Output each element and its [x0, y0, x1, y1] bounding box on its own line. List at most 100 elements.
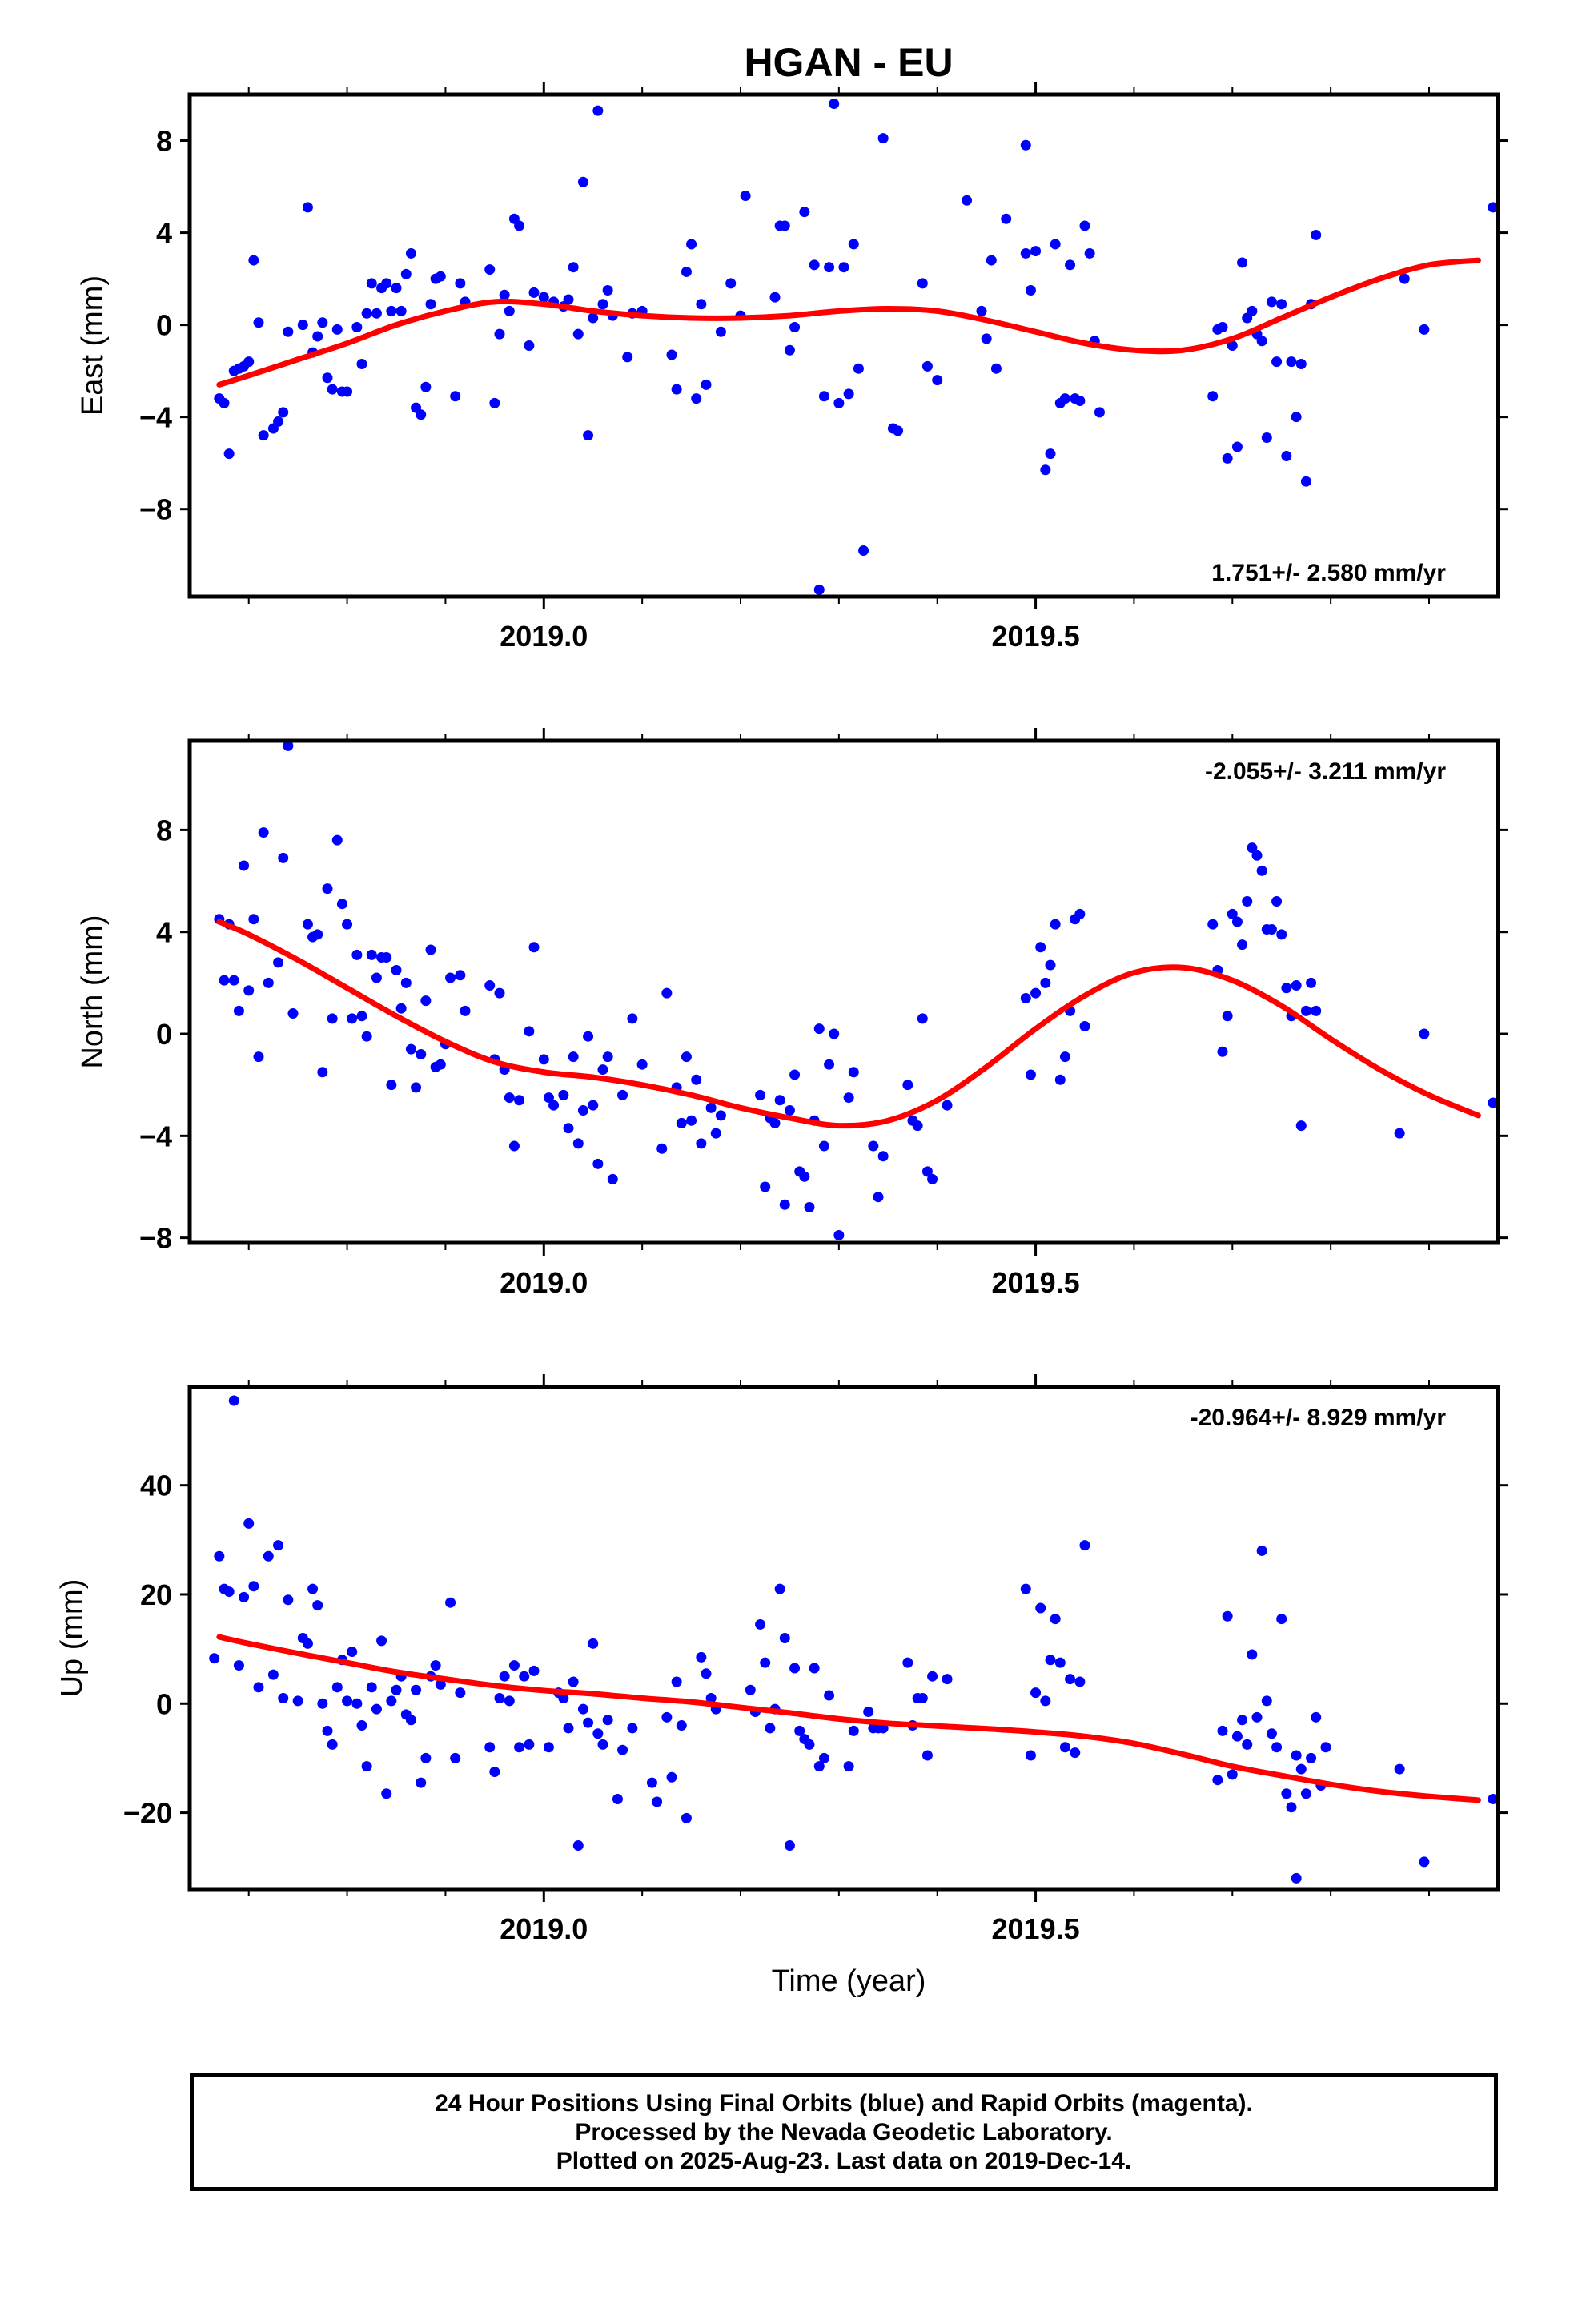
y-tick-label: 40	[140, 1470, 172, 1502]
data-point	[435, 1059, 446, 1070]
data-point	[597, 299, 608, 310]
data-point	[617, 1744, 628, 1755]
data-point	[568, 1676, 579, 1687]
data-point	[577, 176, 588, 187]
data-point	[1247, 842, 1258, 854]
data-point	[528, 287, 540, 298]
data-point	[597, 1739, 608, 1750]
data-point	[233, 1660, 244, 1671]
data-point	[877, 133, 889, 144]
data-point	[361, 1761, 372, 1772]
data-point	[1217, 1725, 1228, 1736]
data-point	[420, 381, 432, 392]
data-point	[366, 1682, 377, 1693]
data-point	[1227, 908, 1238, 919]
data-point	[351, 949, 363, 960]
data-point	[342, 386, 353, 397]
data-point	[219, 975, 230, 986]
data-point	[1276, 1614, 1287, 1625]
data-point	[1030, 1687, 1042, 1699]
data-point	[1488, 202, 1498, 213]
data-point	[519, 1671, 530, 1682]
data-point	[445, 972, 456, 983]
data-point	[656, 1143, 668, 1154]
data-point	[1030, 246, 1042, 257]
data-point	[755, 1089, 766, 1100]
data-point	[1300, 1788, 1311, 1799]
data-point	[563, 294, 574, 305]
y-tick-label: 8	[156, 125, 172, 158]
data-point	[400, 977, 412, 988]
data-point	[267, 1669, 279, 1680]
data-point	[942, 1674, 953, 1685]
data-point	[843, 388, 854, 400]
data-point	[248, 914, 259, 925]
data-point	[1059, 1051, 1070, 1063]
data-point	[219, 397, 230, 408]
data-point	[297, 320, 308, 331]
data-point	[917, 1013, 928, 1024]
data-point	[494, 1692, 505, 1703]
x-tick-label: 2019.0	[500, 1912, 588, 1945]
data-point	[455, 970, 466, 981]
data-point	[583, 1031, 594, 1042]
panel-1: 8 4 0 −4 −8 2019.0 2019.5 East (mm) 1.751+/- 2.5…	[76, 82, 1508, 653]
data-point	[1295, 359, 1307, 370]
data-point	[356, 1720, 367, 1731]
data-point	[435, 271, 446, 282]
data-point	[484, 264, 496, 275]
data-point	[818, 391, 829, 402]
data-point	[804, 1201, 815, 1212]
data-point	[1286, 1802, 1297, 1813]
data-point	[686, 239, 697, 250]
data-point	[455, 278, 466, 289]
data-point	[627, 1013, 638, 1024]
data-point	[1050, 1614, 1061, 1625]
data-point	[1074, 1676, 1086, 1687]
data-point	[740, 191, 751, 202]
y-axis-label: East (mm)	[76, 275, 110, 416]
data-point	[1070, 1747, 1081, 1759]
data-point	[804, 1739, 815, 1750]
data-point	[1074, 908, 1086, 919]
data-point	[701, 1668, 712, 1679]
data-point	[1276, 929, 1287, 940]
data-point	[1074, 396, 1086, 407]
x-axis-label: Time (year)	[772, 1964, 926, 1998]
data-point	[342, 1695, 353, 1707]
data-point	[253, 1051, 264, 1063]
footer-line-1: 24 Hour Positions Using Final Orbits (bl…	[435, 2090, 1253, 2117]
data-point	[396, 305, 407, 316]
y-tick-label: −8	[139, 493, 172, 526]
data-point	[327, 1013, 338, 1024]
data-point	[214, 1550, 225, 1562]
data-point	[705, 1692, 717, 1703]
data-point	[312, 331, 323, 342]
data-point	[661, 1711, 673, 1723]
data-point	[976, 305, 987, 316]
data-point	[1065, 1674, 1076, 1685]
data-point	[1045, 448, 1056, 460]
data-point	[253, 317, 264, 328]
data-point	[263, 977, 274, 988]
data-point	[1035, 1602, 1046, 1614]
data-point	[818, 1140, 829, 1152]
data-point	[572, 1138, 584, 1149]
data-point	[784, 1104, 795, 1116]
data-point	[322, 1725, 333, 1736]
data-point	[558, 1692, 569, 1703]
data-point	[1419, 1856, 1430, 1868]
data-point	[248, 1581, 259, 1592]
data-point	[1266, 296, 1277, 308]
data-point	[577, 1703, 588, 1715]
data-point	[572, 1839, 584, 1851]
data-point	[848, 239, 859, 250]
data-point	[745, 1684, 756, 1695]
data-point	[302, 202, 313, 213]
data-point	[228, 1395, 239, 1406]
data-point	[1311, 1711, 1322, 1723]
data-point	[366, 278, 377, 289]
data-point	[1320, 1742, 1331, 1753]
data-point	[420, 995, 432, 1007]
data-point	[312, 1600, 323, 1611]
